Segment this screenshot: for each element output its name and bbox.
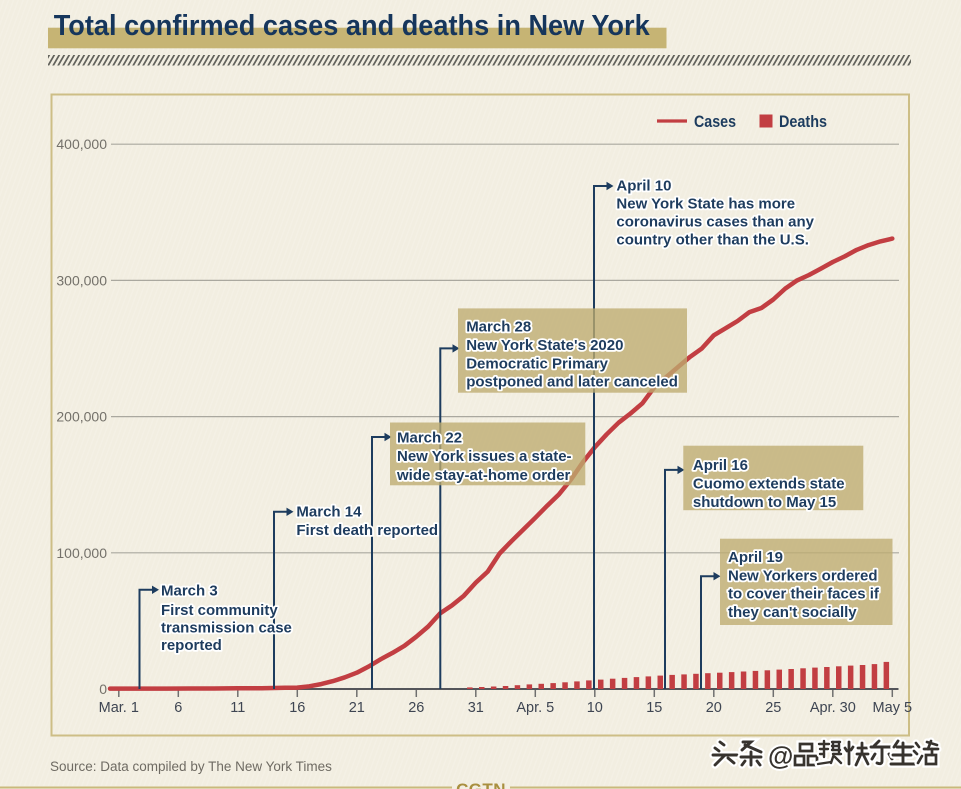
svg-text:11: 11 [230,700,245,716]
svg-text:200,000: 200,000 [56,409,107,425]
svg-text:March 3: March 3 [161,583,218,600]
svg-text:New York State has more: New York State has more [616,195,795,212]
svg-text:400,000: 400,000 [56,136,107,152]
svg-text:New York issues a state-: New York issues a state- [397,448,572,465]
svg-text:300,000: 300,000 [56,272,107,288]
svg-text:transmission case: transmission case [161,620,292,637]
svg-text:Mar. 1: Mar. 1 [99,700,139,716]
svg-text:CGTN: CGTN [456,780,506,789]
svg-text:25: 25 [765,700,781,716]
svg-text:Source: Data compiled by The N: Source: Data compiled by The New York Ti… [50,759,332,774]
svg-text:March 28: March 28 [466,319,531,336]
svg-text:May 5: May 5 [873,700,913,716]
svg-text:April 10: April 10 [616,178,671,195]
svg-text:country other than the U.S.: country other than the U.S. [616,232,809,249]
svg-text:coronavirus cases than any: coronavirus cases than any [616,213,814,230]
svg-text:Deaths: Deaths [779,112,827,131]
svg-text:Democratic Primary: Democratic Primary [466,355,608,372]
svg-text:100,000: 100,000 [56,545,107,561]
svg-text:to cover their faces if: to cover their faces if [728,586,880,603]
svg-text:reported: reported [161,637,222,654]
svg-text:First community: First community [161,602,278,619]
svg-text:15: 15 [646,700,662,716]
svg-text:April 19: April 19 [728,549,783,566]
svg-text:31: 31 [468,700,484,716]
svg-text:Cases: Cases [694,112,736,131]
svg-text:New York State's 2020: New York State's 2020 [466,337,623,354]
svg-text:0: 0 [99,681,107,697]
svg-text:they can't socially: they can't socially [728,604,857,621]
svg-text:New Yorkers ordered: New Yorkers ordered [728,567,878,584]
svg-text:21: 21 [349,700,365,716]
svg-text:Total confirmed cases and deat: Total confirmed cases and deaths in New … [54,10,650,42]
svg-text:postponed and later canceled: postponed and later canceled [466,374,678,391]
svg-text:wide stay-at-home order: wide stay-at-home order [396,467,571,484]
svg-text:6: 6 [174,700,182,716]
svg-text:16: 16 [289,700,305,716]
svg-text:Apr. 5: Apr. 5 [516,700,554,716]
svg-text:20: 20 [706,700,722,716]
svg-text:Cuomo extends state: Cuomo extends state [693,476,845,493]
svg-text:First death reported: First death reported [296,522,438,539]
svg-text:shutdown to May 15: shutdown to May 15 [693,494,836,511]
svg-text:April 16: April 16 [693,457,748,474]
svg-text:March 22: March 22 [397,430,462,447]
svg-text:@: @ [768,741,793,771]
svg-text:26: 26 [408,700,424,716]
svg-text:Apr. 30: Apr. 30 [810,700,856,716]
svg-text:10: 10 [587,700,603,716]
svg-text:March 14: March 14 [296,504,362,521]
